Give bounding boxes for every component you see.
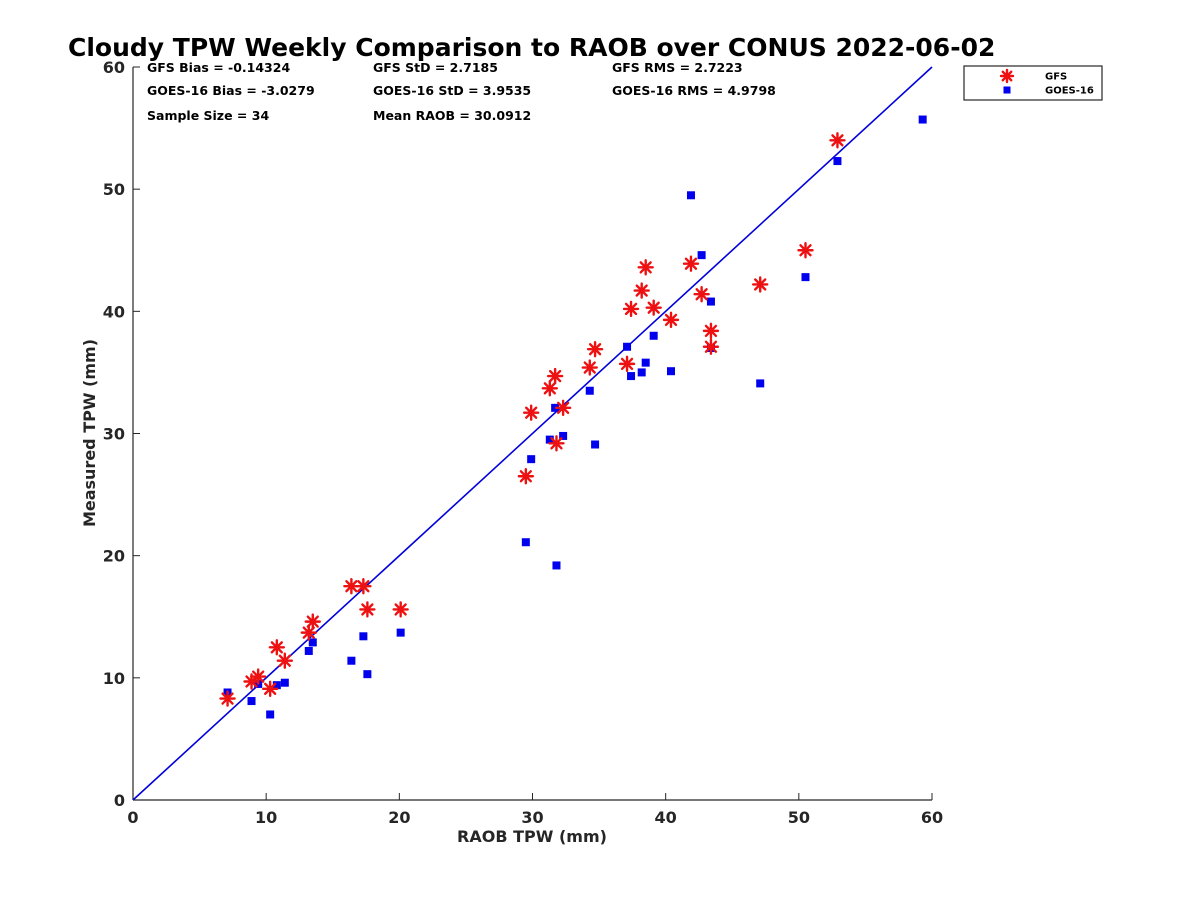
goes16-point (247, 697, 256, 706)
goes16-point (304, 646, 313, 655)
gfs-point (645, 299, 662, 316)
y-tick-label: 40 (103, 302, 125, 321)
y-axis-ticks: 0 10 20 30 40 50 60 (103, 58, 140, 810)
gfs-point (586, 341, 604, 358)
y-tick-label: 30 (103, 425, 125, 444)
y-tick-label: 60 (103, 58, 125, 77)
stat-label: Mean RAOB = 30.0912 (373, 108, 531, 123)
gfs-point (522, 404, 540, 421)
gfs-point (702, 338, 720, 355)
goes16-point (272, 681, 281, 690)
y-axis-label: Measured TPW (mm) (80, 339, 99, 527)
legend-box (963, 65, 1103, 101)
gfs-point (249, 668, 267, 685)
statistics-panel: GFS Bias = -0.14324 GFS StD = 2.7185 GFS R… (147, 60, 776, 123)
gfs-point (637, 259, 654, 276)
goes16-point (637, 368, 646, 377)
x-tick-label: 40 (655, 808, 677, 827)
series-goes-16 (223, 115, 927, 719)
gfs-point (392, 601, 409, 618)
x-tick-label: 10 (255, 808, 277, 827)
gfs-point (548, 435, 565, 452)
legend-goes16-marker (1003, 86, 1011, 94)
goes16-point (308, 638, 317, 647)
data-series (219, 115, 927, 719)
goes16-point (801, 273, 810, 282)
gfs-point (304, 613, 321, 630)
gfs-point (752, 276, 769, 293)
gfs-point (797, 242, 814, 259)
goes16-point (918, 115, 927, 124)
goes16-point (666, 367, 675, 376)
goes16-point (521, 538, 530, 547)
gfs-point (355, 578, 372, 595)
gfs-point (554, 399, 572, 417)
gfs-point (276, 652, 294, 669)
gfs-point (541, 380, 559, 397)
chart-title: Cloudy TPW Weekly Comparison to RAOB ove… (68, 33, 995, 62)
x-tick-label: 30 (521, 808, 543, 827)
series-gfs (219, 132, 846, 707)
goes16-point (559, 431, 568, 440)
goes16-point (627, 372, 636, 381)
stat-label: GOES-16 StD = 3.9535 (373, 83, 531, 98)
goes16-point (756, 379, 765, 388)
x-tick-label: 60 (921, 808, 943, 827)
goes16-point (363, 670, 372, 679)
legend-label: GOES-16 (1045, 86, 1094, 97)
gfs-point (517, 468, 535, 485)
goes16-point (552, 561, 561, 570)
goes16-point (359, 632, 368, 641)
goes16-point (396, 628, 405, 637)
gfs-point (662, 311, 680, 329)
gfs-point (633, 282, 650, 299)
goes16-point (697, 251, 706, 260)
y-tick-label: 10 (103, 669, 125, 688)
gfs-point (702, 322, 720, 340)
gfs-point (359, 601, 376, 618)
gfs-point (682, 255, 700, 272)
stat-label: GFS Bias = -0.14324 (147, 60, 290, 75)
goes16-point (833, 157, 842, 166)
legend-gfs-marker (999, 68, 1015, 84)
gfs-point (546, 367, 564, 385)
goes16-point (545, 435, 554, 444)
x-tick-label: 0 (127, 808, 138, 827)
stat-label: GOES-16 Bias = -3.0279 (147, 83, 315, 98)
x-tick-label: 20 (388, 808, 410, 827)
stat-label: GFS StD = 2.7185 (373, 60, 498, 75)
one-to-one-reference-line (132, 66, 933, 801)
stat-label: GFS RMS = 2.7223 (612, 60, 743, 75)
gfs-point (829, 132, 846, 149)
goes16-point (585, 386, 594, 395)
goes16-point (280, 678, 289, 687)
stat-label: GOES-16 RMS = 4.9798 (612, 83, 776, 98)
stat-label: Sample Size = 34 (147, 108, 269, 123)
y-tick-label: 20 (103, 547, 125, 566)
gfs-point (219, 690, 236, 707)
goes16-point (686, 191, 695, 200)
gfs-point (268, 639, 286, 656)
legend-label: GFS (1045, 72, 1067, 83)
goes16-point (527, 455, 536, 464)
gfs-point (581, 359, 598, 376)
x-axis-ticks: 0 10 20 30 40 50 60 (127, 793, 943, 827)
goes16-point (641, 358, 650, 367)
gfs-point (693, 286, 710, 303)
goes16-point (591, 440, 600, 449)
goes16-point (266, 710, 275, 719)
gfs-point (618, 355, 636, 373)
goes16-point (623, 342, 632, 351)
goes16-point (706, 297, 715, 306)
gfs-point (261, 680, 279, 698)
y-tick-label: 0 (114, 791, 125, 810)
goes16-point (347, 656, 356, 665)
x-axis-label: RAOB TPW (mm) (457, 827, 607, 846)
y-tick-label: 50 (103, 180, 125, 199)
gfs-point (622, 300, 640, 318)
goes16-point (649, 331, 658, 340)
x-tick-label: 50 (788, 808, 810, 827)
legend: GFS GOES-16 (963, 65, 1103, 101)
